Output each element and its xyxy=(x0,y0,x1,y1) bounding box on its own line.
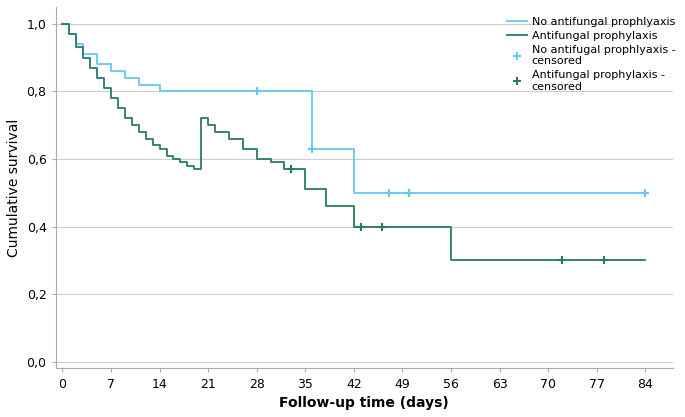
Y-axis label: Cumulative survival: Cumulative survival xyxy=(7,118,21,257)
Legend: No antifungal prophlyaxis, Antifungal prophylaxis, No antifugal prophlyaxis -
ce: No antifungal prophlyaxis, Antifungal pr… xyxy=(503,13,680,96)
X-axis label: Follow-up time (days): Follow-up time (days) xyxy=(279,396,449,410)
